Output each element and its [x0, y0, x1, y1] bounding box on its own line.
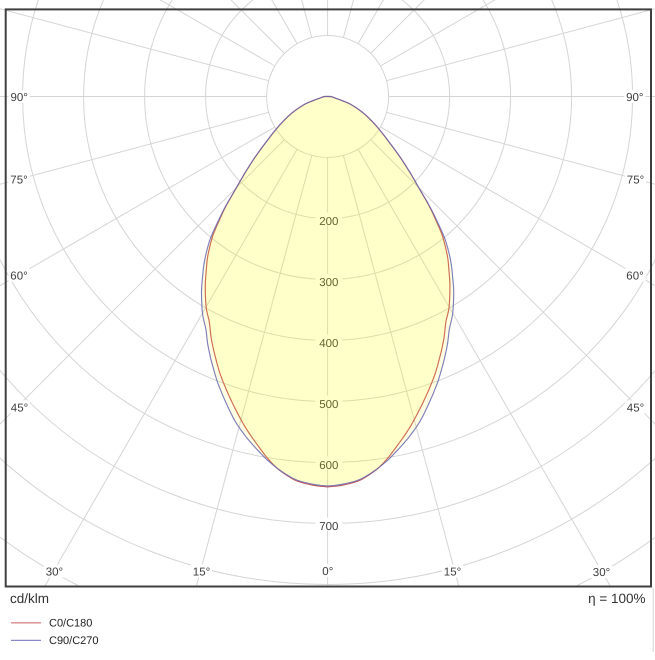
svg-text:75°: 75° [10, 175, 27, 187]
svg-text:η = 100%: η = 100% [588, 591, 645, 606]
svg-text:15°: 15° [444, 567, 461, 579]
svg-text:15°: 15° [193, 567, 210, 579]
svg-text:C90/C270: C90/C270 [49, 635, 99, 647]
svg-text:90°: 90° [626, 92, 643, 104]
svg-text:30°: 30° [593, 567, 610, 579]
svg-text:700: 700 [319, 521, 338, 533]
svg-text:C0/C180: C0/C180 [49, 617, 92, 629]
svg-text:45°: 45° [627, 403, 644, 415]
svg-text:45°: 45° [11, 403, 28, 415]
svg-text:0°: 0° [322, 566, 333, 578]
svg-text:cd/klm: cd/klm [10, 591, 49, 606]
svg-text:90°: 90° [11, 92, 28, 104]
svg-text:30°: 30° [46, 567, 63, 579]
svg-text:60°: 60° [626, 271, 643, 283]
svg-text:75°: 75° [627, 175, 644, 187]
svg-text:60°: 60° [10, 271, 27, 283]
